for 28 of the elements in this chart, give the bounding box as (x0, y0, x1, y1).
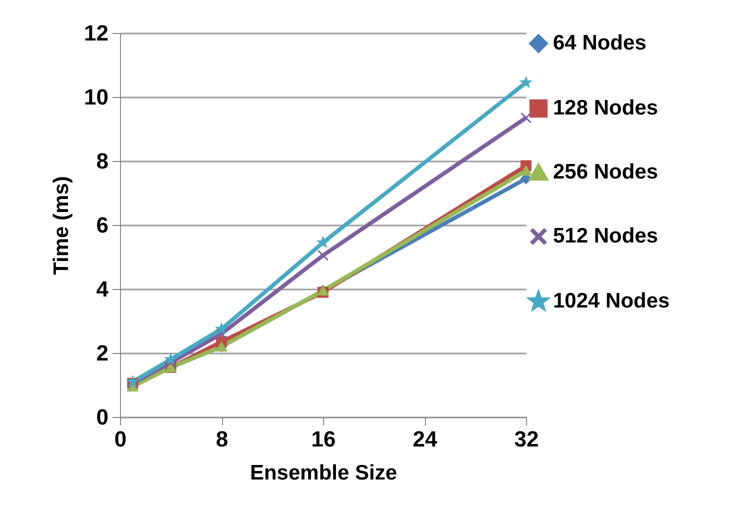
point (165, 354, 176, 364)
legend-label: 64 Nodes (553, 32, 646, 54)
legend-label: 1024 Nodes (553, 290, 670, 312)
y-tick-label: 8 (96, 148, 108, 174)
point (318, 250, 328, 261)
x-tick-label: 16 (311, 426, 336, 452)
x-tick-label: 24 (412, 426, 438, 452)
y-tick-label: 2 (96, 340, 108, 366)
y-tick-label: 12 (84, 20, 108, 46)
point (216, 328, 227, 340)
point (520, 112, 532, 124)
y-tick-label: 4 (96, 276, 110, 302)
point (520, 77, 532, 88)
point (216, 324, 227, 334)
x-axis-title: Ensemble Size (250, 462, 398, 484)
y-axis-title: Time (ms) (50, 176, 74, 275)
x-tick-label: 8 (216, 426, 228, 452)
y-tick-label: 10 (84, 84, 108, 110)
y-tick-label: 0 (96, 404, 108, 430)
x-tick-label: 32 (514, 426, 539, 452)
legend-label: 128 Nodes (553, 96, 658, 120)
point (520, 166, 532, 176)
point (165, 357, 176, 368)
point (318, 237, 328, 248)
x-tick-label: 0 (114, 426, 127, 452)
legend-label: 256 Nodes (553, 160, 658, 184)
y-tick-label: 6 (96, 212, 108, 238)
legend-label: 512 Nodes (553, 224, 658, 248)
